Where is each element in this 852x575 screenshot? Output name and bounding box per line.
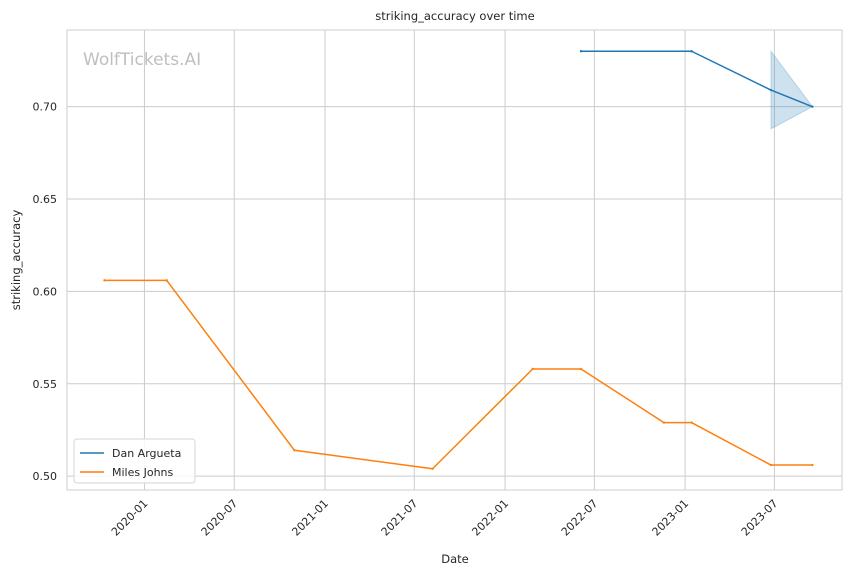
y-tick-label: 0.60 xyxy=(33,285,58,298)
y-tick-label: 0.65 xyxy=(33,193,58,206)
legend: Dan Argueta Miles Johns xyxy=(73,438,196,484)
y-tick-label: 0.70 xyxy=(33,101,58,114)
series-lines xyxy=(103,50,814,470)
data-point xyxy=(662,421,666,424)
data-point xyxy=(769,463,773,467)
data-point xyxy=(293,449,296,452)
series-line xyxy=(581,50,813,108)
grid xyxy=(67,30,842,490)
data-point xyxy=(165,279,168,282)
legend-entry: Miles Johns xyxy=(112,466,174,479)
data-point xyxy=(769,88,773,92)
data-point xyxy=(690,50,693,53)
data-point xyxy=(579,50,583,53)
data-point xyxy=(431,467,434,470)
y-tick-label: 0.50 xyxy=(33,470,58,483)
data-point xyxy=(103,279,106,282)
data-point xyxy=(579,367,583,371)
chart-title: striking_accuracy over time xyxy=(375,9,534,23)
y-axis-ticks: 0.50 0.55 0.60 0.65 0.70 xyxy=(33,101,58,483)
data-point xyxy=(811,463,814,467)
y-axis-label: striking_accuracy xyxy=(9,210,23,311)
data-point xyxy=(811,105,814,108)
x-axis-label: Date xyxy=(441,552,469,566)
watermark: WolfTickets.AI xyxy=(83,50,201,70)
y-tick-label: 0.55 xyxy=(33,378,58,391)
plot-frame xyxy=(66,29,843,491)
data-point xyxy=(690,421,693,424)
data-point xyxy=(531,367,534,371)
legend-entry: Dan Argueta xyxy=(112,447,181,460)
series-line xyxy=(104,279,813,470)
legend-box xyxy=(73,438,196,484)
